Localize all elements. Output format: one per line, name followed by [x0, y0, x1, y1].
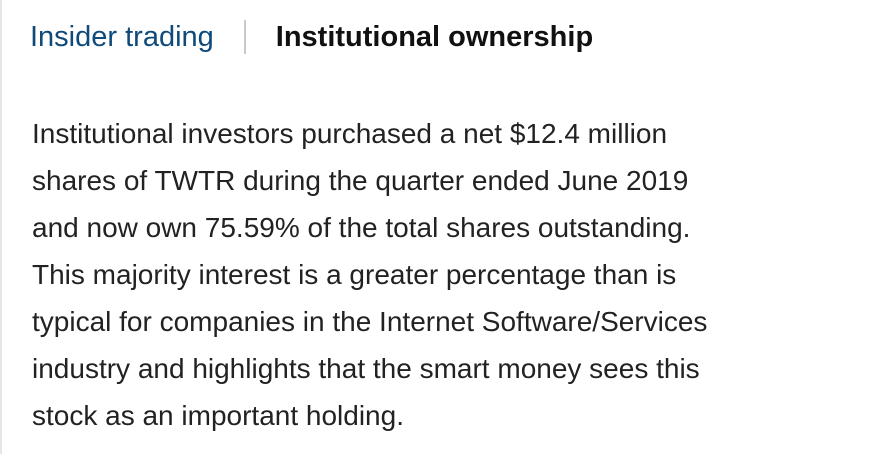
tab-divider	[243, 20, 246, 54]
tab-insider-trading[interactable]: Insider trading	[30, 20, 214, 53]
summary-line: and now own 75.59% of the total shares o…	[32, 212, 691, 243]
summary-line: stock as an important holding.	[32, 400, 404, 431]
summary-line: Institutional investors purchased a net …	[32, 118, 668, 149]
ownership-summary: Institutional investors purchased a net …	[32, 110, 832, 439]
ownership-tabs: Insider trading Institutional ownership	[30, 14, 593, 60]
summary-line: industry and highlights that the smart m…	[32, 353, 700, 384]
summary-line: typical for companies in the Internet So…	[32, 306, 708, 337]
tab-institutional-ownership[interactable]: Institutional ownership	[275, 20, 594, 53]
summary-line: shares of TWTR during the quarter ended …	[32, 165, 689, 196]
summary-line: This majority interest is a greater perc…	[32, 259, 677, 290]
